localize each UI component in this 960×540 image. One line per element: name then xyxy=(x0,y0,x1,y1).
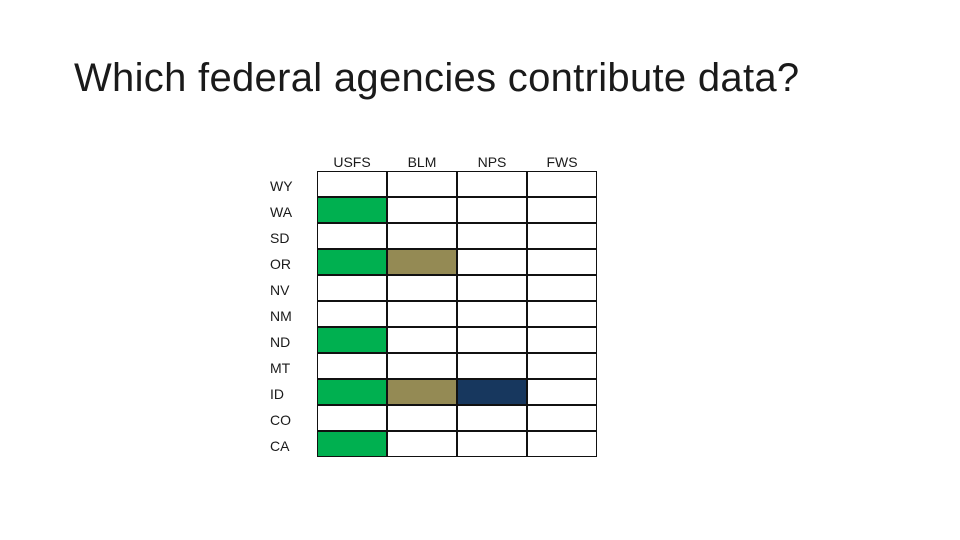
cell-sd-usfs xyxy=(317,223,387,249)
cell-nm-usfs xyxy=(317,301,387,327)
row-label-sd: SD xyxy=(270,230,290,246)
column-header-usfs: USFS xyxy=(333,154,371,170)
column-header-blm: BLM xyxy=(407,154,437,170)
cell-id-fws xyxy=(527,379,597,405)
cell-sd-nps xyxy=(457,223,527,249)
cell-wa-fws xyxy=(527,197,597,223)
cell-wy-usfs xyxy=(317,171,387,197)
cell-co-usfs xyxy=(317,405,387,431)
cell-or-fws xyxy=(527,249,597,275)
cell-wa-blm xyxy=(387,197,457,223)
row-label-mt: MT xyxy=(270,360,291,376)
cell-wa-nps xyxy=(457,197,527,223)
cell-ca-blm xyxy=(387,431,457,457)
cell-or-usfs xyxy=(317,249,387,275)
cell-id-nps xyxy=(457,379,527,405)
row-label-co: CO xyxy=(270,412,291,428)
cell-ca-usfs xyxy=(317,431,387,457)
cell-mt-nps xyxy=(457,353,527,379)
column-header-nps: NPS xyxy=(477,154,507,170)
cell-wy-fws xyxy=(527,171,597,197)
cell-co-fws xyxy=(527,405,597,431)
cell-mt-fws xyxy=(527,353,597,379)
cell-nv-fws xyxy=(527,275,597,301)
cell-or-nps xyxy=(457,249,527,275)
cell-co-blm xyxy=(387,405,457,431)
row-label-wy: WY xyxy=(270,178,293,194)
row-label-id: ID xyxy=(270,386,284,402)
slide-title: Which federal agencies contribute data? xyxy=(74,56,800,100)
cell-co-nps xyxy=(457,405,527,431)
cell-nv-blm xyxy=(387,275,457,301)
cell-id-blm xyxy=(387,379,457,405)
cell-nd-usfs xyxy=(317,327,387,353)
cell-wy-blm xyxy=(387,171,457,197)
cell-nm-nps xyxy=(457,301,527,327)
row-label-nm: NM xyxy=(270,308,292,324)
cell-wa-usfs xyxy=(317,197,387,223)
column-header-fws: FWS xyxy=(546,154,578,170)
cell-nd-fws xyxy=(527,327,597,353)
cell-sd-fws xyxy=(527,223,597,249)
cell-ca-fws xyxy=(527,431,597,457)
cell-id-usfs xyxy=(317,379,387,405)
cell-nm-blm xyxy=(387,301,457,327)
row-label-or: OR xyxy=(270,256,291,272)
row-label-nv: NV xyxy=(270,282,290,298)
cell-nd-blm xyxy=(387,327,457,353)
cell-or-blm xyxy=(387,249,457,275)
cell-nv-nps xyxy=(457,275,527,301)
cell-nv-usfs xyxy=(317,275,387,301)
cell-nm-fws xyxy=(527,301,597,327)
cell-wy-nps xyxy=(457,171,527,197)
cell-mt-blm xyxy=(387,353,457,379)
row-label-nd: ND xyxy=(270,334,291,350)
cell-sd-blm xyxy=(387,223,457,249)
cell-mt-usfs xyxy=(317,353,387,379)
cell-ca-nps xyxy=(457,431,527,457)
row-label-wa: WA xyxy=(270,204,293,220)
row-label-ca: CA xyxy=(270,438,290,454)
cell-nd-nps xyxy=(457,327,527,353)
